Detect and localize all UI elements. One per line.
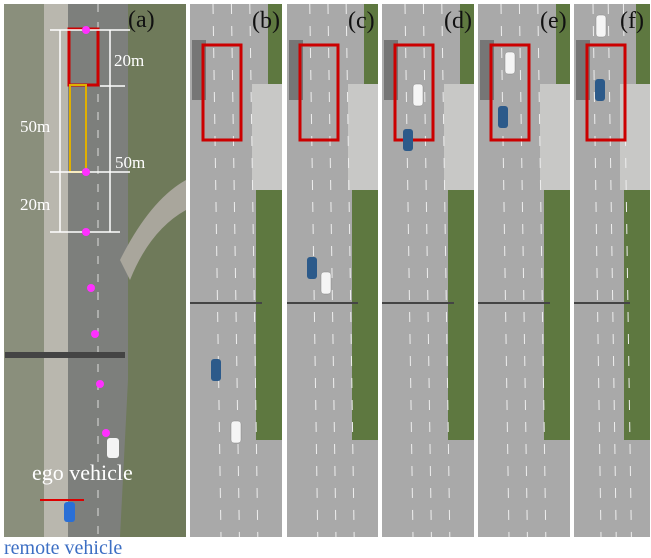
panel-label: (d) bbox=[444, 8, 472, 34]
remote-car bbox=[307, 257, 317, 279]
sidewalk bbox=[540, 84, 570, 190]
panel-label: (b) bbox=[252, 8, 280, 34]
panel-label: (f) bbox=[620, 8, 644, 34]
grass bbox=[256, 190, 282, 440]
panel-label: (c) bbox=[348, 8, 375, 34]
grass bbox=[352, 190, 378, 440]
panel: (f) bbox=[574, 4, 650, 537]
ego-car bbox=[505, 52, 515, 74]
remote-car bbox=[498, 106, 508, 128]
panel-label: (a) bbox=[128, 7, 155, 33]
panel: (e) bbox=[478, 4, 570, 537]
gantry bbox=[5, 352, 125, 358]
ego-car bbox=[231, 421, 241, 443]
grass bbox=[544, 190, 570, 440]
figure: 20m 50m 50m 20m ego vehicle (a) remote v… bbox=[0, 0, 651, 558]
panel-a: 20m 50m 50m 20m ego vehicle (a) bbox=[4, 4, 186, 537]
remote-car bbox=[211, 359, 221, 381]
remote-label: remote vehicle bbox=[4, 537, 122, 558]
ego-car bbox=[596, 15, 606, 37]
panel-label: (e) bbox=[540, 8, 567, 34]
measure-right: 50m bbox=[115, 153, 145, 172]
median bbox=[44, 4, 68, 537]
ego-car bbox=[413, 84, 423, 106]
ego-label: ego vehicle bbox=[32, 460, 133, 485]
sidewalk bbox=[252, 84, 282, 190]
measure-lower: 20m bbox=[20, 195, 50, 214]
remote-car bbox=[64, 502, 75, 522]
measure-top: 20m bbox=[114, 51, 144, 70]
sidewalk bbox=[348, 84, 378, 190]
measure-left: 50m bbox=[20, 117, 50, 136]
remote-car bbox=[403, 129, 413, 151]
sidewalk bbox=[444, 84, 474, 190]
ego-car bbox=[107, 438, 119, 458]
panel: (c) bbox=[287, 4, 378, 537]
panel: (b) bbox=[190, 4, 282, 537]
panel: (d) bbox=[382, 4, 474, 537]
grass bbox=[448, 190, 474, 440]
remote-car bbox=[595, 79, 605, 101]
lane bbox=[4, 4, 44, 537]
ego-car bbox=[321, 272, 331, 294]
